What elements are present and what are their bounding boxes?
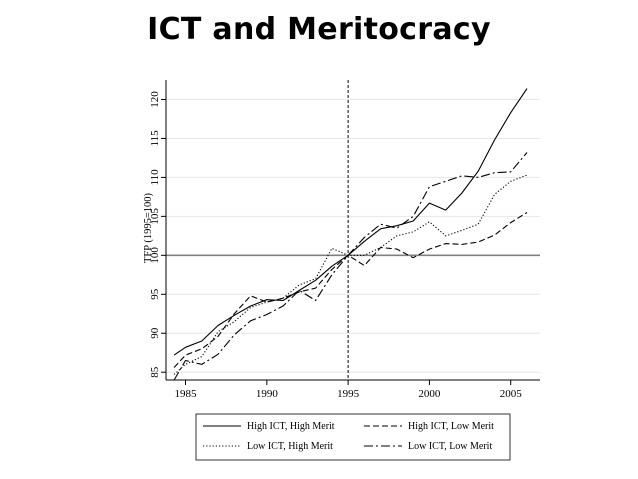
y-tick-label-90: 90: [149, 327, 161, 339]
y-tick-label-100: 100: [149, 247, 161, 264]
y-tick-label-120: 120: [149, 91, 161, 108]
legend-label-1: High ICT, High Merit: [247, 421, 335, 432]
axes: 85 90 95 100 105 110 115 120 1985 1990 1995 2000 200…: [149, 80, 540, 400]
y-tick-label-105: 105: [149, 208, 161, 225]
legend-box: [195, 413, 511, 461]
series-lines: [173, 88, 528, 381]
x-tick-label-2000: 2000: [418, 388, 441, 400]
legend: High ICT, High Merit High ICT, Low Merit L…: [195, 413, 511, 461]
y-tick-label-110: 110: [149, 169, 161, 186]
legend-label-4: Low ICT, Low Merit: [408, 441, 492, 452]
series-line-4: [173, 152, 528, 381]
x-tick-label-1990: 1990: [256, 388, 279, 400]
legend-label-3: Low ICT, High Merit: [247, 441, 333, 452]
legend-label-2: High ICT, Low Merit: [408, 421, 494, 432]
reference-lines: [166, 80, 540, 380]
slide-title: ICT and Meritocracy: [147, 12, 491, 47]
y-tick-label-95: 95: [149, 288, 161, 300]
y-tick-label-85: 85: [149, 366, 161, 378]
chart-background: [137, 72, 550, 467]
y-tick-label-115: 115: [149, 130, 161, 147]
y-axis-label: TFP (1995=100): [143, 193, 154, 263]
x-tick-label-1985: 1985: [175, 388, 198, 400]
x-tick-label-1995: 1995: [337, 388, 360, 400]
x-tick-label-2005: 2005: [500, 388, 523, 400]
